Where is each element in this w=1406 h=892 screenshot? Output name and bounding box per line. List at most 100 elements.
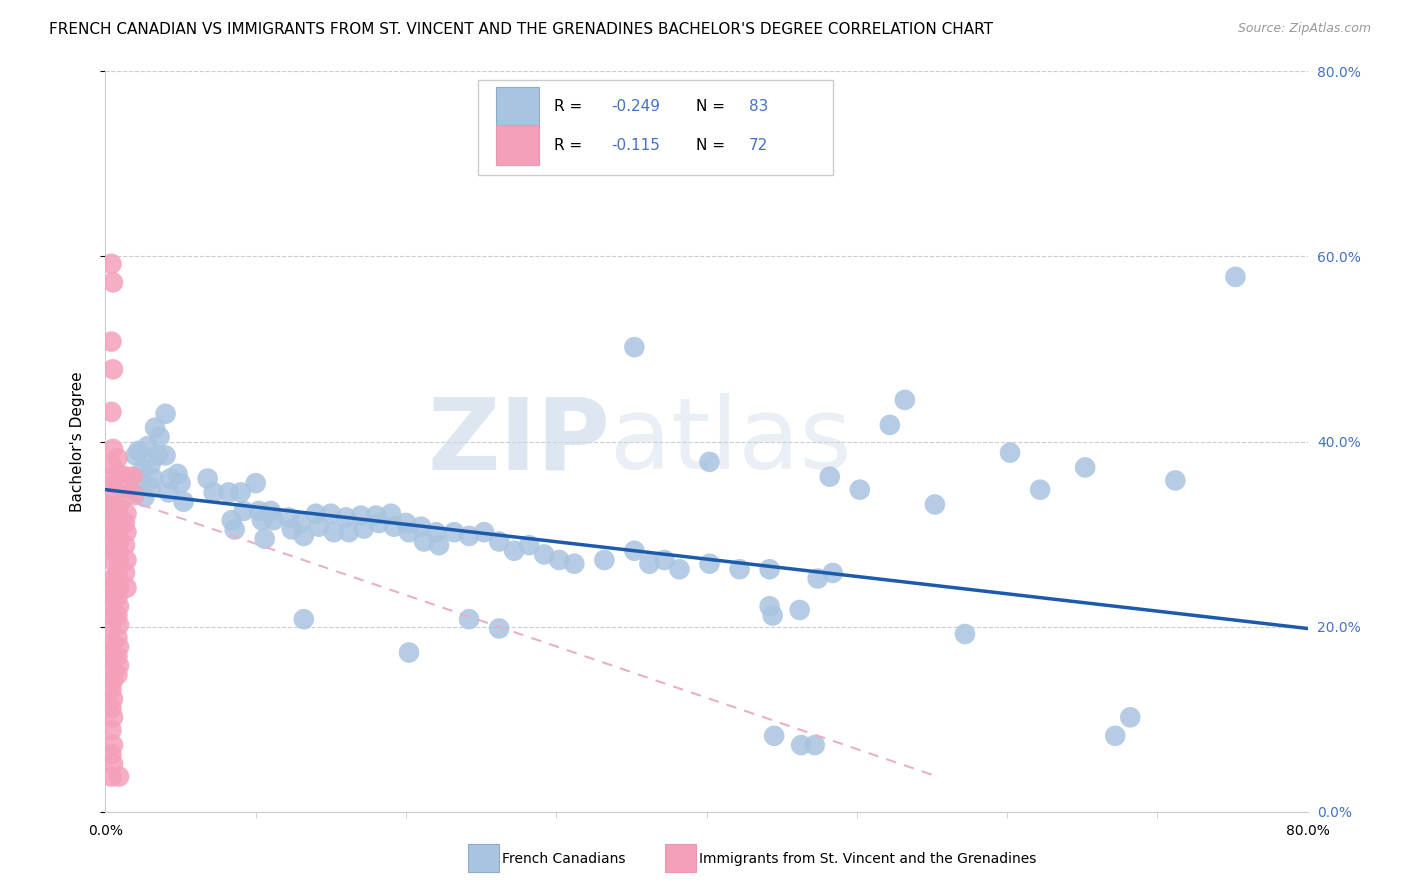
Point xyxy=(488,534,510,549)
Point xyxy=(1029,483,1052,497)
Point xyxy=(821,566,844,580)
Point xyxy=(107,525,129,540)
Point xyxy=(100,646,122,660)
Point xyxy=(245,476,267,491)
Point xyxy=(114,566,136,580)
Point xyxy=(124,449,146,463)
Point xyxy=(114,516,136,530)
Point xyxy=(108,599,131,614)
Point xyxy=(353,522,375,536)
Point xyxy=(548,553,571,567)
Point xyxy=(100,723,122,738)
Point xyxy=(136,439,159,453)
Point xyxy=(517,538,540,552)
Text: R =: R = xyxy=(554,99,586,114)
Point xyxy=(100,534,122,549)
Point xyxy=(472,525,495,540)
Point xyxy=(224,523,246,537)
Point xyxy=(108,467,131,481)
Point xyxy=(292,612,315,626)
Point xyxy=(128,471,150,485)
Point xyxy=(100,747,122,762)
Text: N =: N = xyxy=(696,99,730,114)
Point xyxy=(807,572,830,586)
Point xyxy=(803,738,825,752)
Point xyxy=(101,691,124,706)
Point xyxy=(100,479,122,493)
FancyBboxPatch shape xyxy=(478,80,832,175)
Point xyxy=(395,516,418,530)
Point xyxy=(281,523,304,537)
Point xyxy=(458,529,481,543)
Point xyxy=(623,543,645,558)
Point xyxy=(128,443,150,458)
Text: 83: 83 xyxy=(748,99,768,114)
Point xyxy=(101,507,124,521)
Point xyxy=(458,612,481,626)
Point xyxy=(100,770,122,784)
Point xyxy=(142,471,165,485)
Point xyxy=(290,516,312,530)
Point xyxy=(100,257,122,271)
Point xyxy=(953,627,976,641)
Point xyxy=(427,538,450,552)
Point xyxy=(762,608,785,623)
Point xyxy=(443,525,465,540)
Point xyxy=(100,622,122,636)
Point xyxy=(849,483,872,497)
Text: 72: 72 xyxy=(748,138,768,153)
Point xyxy=(221,513,243,527)
Point xyxy=(101,738,124,752)
Point xyxy=(108,553,131,567)
Point xyxy=(101,498,124,512)
Point xyxy=(121,485,143,500)
Point xyxy=(101,543,124,558)
Point xyxy=(108,617,131,632)
Point xyxy=(202,485,225,500)
Point xyxy=(101,710,124,724)
Point xyxy=(122,488,145,502)
Point xyxy=(623,340,645,354)
Text: atlas: atlas xyxy=(610,393,852,490)
Point xyxy=(100,701,122,715)
Text: French Canadians: French Canadians xyxy=(502,852,626,866)
Point xyxy=(699,557,721,571)
Point xyxy=(108,770,131,784)
Point xyxy=(155,407,177,421)
Point xyxy=(277,510,299,524)
Point xyxy=(101,525,124,540)
Point xyxy=(101,572,124,586)
Point xyxy=(115,469,138,483)
Point xyxy=(1225,269,1247,284)
Text: Immigrants from St. Vincent and the Grenadines: Immigrants from St. Vincent and the Gren… xyxy=(699,852,1036,866)
Point xyxy=(263,513,285,527)
Point xyxy=(1119,710,1142,724)
Point xyxy=(668,562,690,576)
Point xyxy=(789,603,811,617)
Point xyxy=(368,516,391,530)
Point xyxy=(107,590,129,604)
Point xyxy=(413,534,436,549)
Point xyxy=(108,581,131,595)
Point xyxy=(107,667,129,681)
Point xyxy=(107,507,129,521)
Point xyxy=(134,490,156,504)
Point xyxy=(139,481,162,495)
Y-axis label: Bachelor's Degree: Bachelor's Degree xyxy=(70,371,84,512)
Point xyxy=(100,405,122,419)
Point xyxy=(335,510,357,524)
Point xyxy=(533,548,555,562)
Point xyxy=(337,525,360,540)
Point xyxy=(894,392,917,407)
Point xyxy=(758,562,780,576)
Point xyxy=(108,640,131,654)
Point xyxy=(350,508,373,523)
Point xyxy=(488,622,510,636)
Point xyxy=(108,658,131,673)
FancyBboxPatch shape xyxy=(496,87,540,127)
Point xyxy=(503,543,526,558)
Point xyxy=(100,682,122,697)
Point xyxy=(380,507,402,521)
Point xyxy=(107,485,129,500)
Point xyxy=(101,655,124,669)
